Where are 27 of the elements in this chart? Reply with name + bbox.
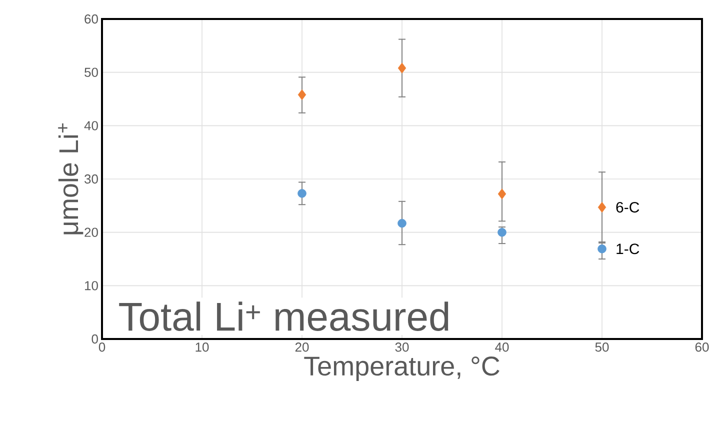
point xyxy=(598,202,606,213)
point xyxy=(398,62,406,74)
x-axis-title: Temperature, °C xyxy=(304,356,500,382)
y-axis-title: μmole Li$^{+}$ xyxy=(58,123,84,234)
x-tick-label: 30 xyxy=(395,342,409,352)
x-tick-label: 0 xyxy=(98,342,106,352)
point xyxy=(298,189,306,198)
x-tick-label: 60 xyxy=(695,342,709,352)
point xyxy=(498,188,506,200)
y-tick-label: 20 xyxy=(84,228,98,237)
series-label: 6-C xyxy=(616,202,640,213)
x-tick-label: 10 xyxy=(196,342,209,352)
point xyxy=(498,228,506,237)
y-tick-label: 50 xyxy=(84,68,98,77)
y-tick-label: 40 xyxy=(84,121,98,130)
y-tick-label: 60 xyxy=(84,14,98,24)
y-tick-label: 30 xyxy=(84,174,98,184)
y-tick-label: 10 xyxy=(85,281,98,290)
x-tick-label: 40 xyxy=(495,342,509,352)
point xyxy=(398,218,406,228)
series-label: 1-C xyxy=(616,244,640,254)
x-tick-label: 50 xyxy=(595,342,609,352)
y-tick-label: 0 xyxy=(92,334,98,344)
point xyxy=(298,89,306,100)
annotation: Total Li$^{+}$ measured xyxy=(119,302,448,331)
x-tick-label: 20 xyxy=(295,342,309,352)
point xyxy=(598,244,606,254)
